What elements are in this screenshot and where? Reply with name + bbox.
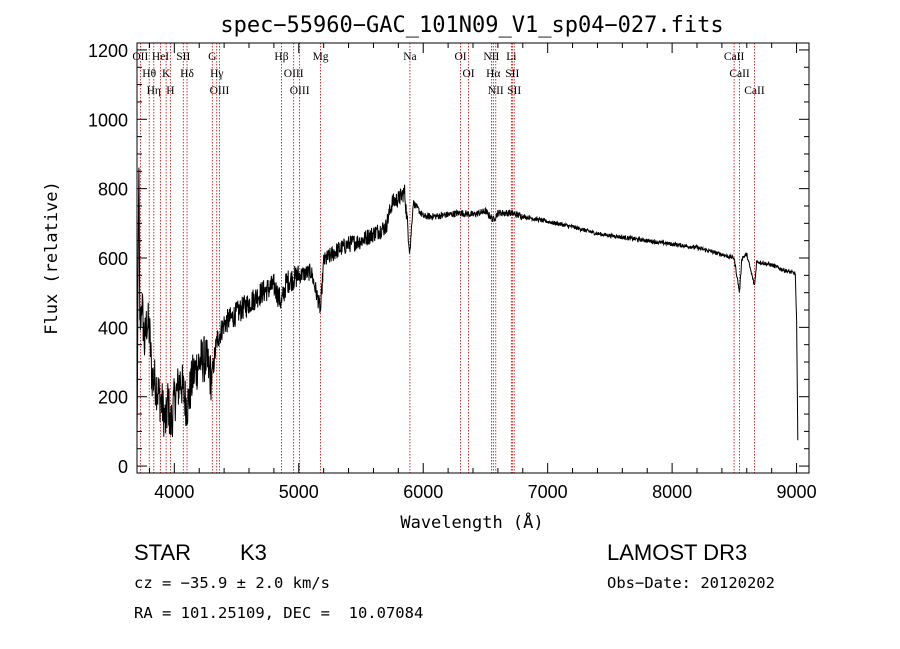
observation-date: Obs−Date: 20120202 (607, 574, 775, 592)
spectrum-line (136, 167, 799, 441)
spectral-line-label: CaII (729, 68, 750, 80)
spectral-line-labels: OII Hθ Hη HeI KH SII Hδ G Hγ OIII Hβ OIII OIII Mg Na OI… (132, 51, 765, 97)
x-tick-label: 4000 (154, 482, 194, 502)
spectral-line-label: Hθ (142, 68, 156, 80)
object-class: STAR (134, 540, 192, 565)
spectral-line-label: HeI (152, 51, 169, 63)
spectral-line-label: Hδ (180, 68, 194, 80)
spectral-line-label: NII (488, 85, 504, 97)
spectral-line-label: OIII (290, 85, 310, 97)
spectral-lines (139, 43, 755, 473)
spectral-line-label: Hβ (274, 51, 288, 63)
spectral-line-label: Hα (486, 68, 500, 80)
x-axis-ticks: 4000 5000 6000 7000 8000 9000 (148, 43, 817, 502)
plot-frame (136, 42, 810, 474)
spectral-line-label: NII (483, 51, 499, 63)
spectral-line-label: H (166, 85, 174, 97)
spectral-line-label: OIII (284, 68, 304, 80)
spectral-line-label: SII (176, 51, 190, 63)
spectral-line-label: Na (403, 51, 416, 63)
y-tick-label: 200 (98, 388, 128, 408)
coordinates: RA = 101.25109, DEC = 10.07084 (134, 604, 424, 622)
x-tick-label: 5000 (279, 482, 319, 502)
x-tick-label: 9000 (777, 482, 817, 502)
spectral-line-label: K (162, 68, 171, 80)
object-subclass: K3 (240, 540, 267, 565)
y-tick-label: 1200 (88, 41, 128, 61)
spectral-line-label: SII (505, 68, 519, 80)
spectral-line-label: Hγ (210, 68, 223, 80)
spectral-line-label: Hη (147, 85, 161, 97)
spectral-line-label: G (208, 51, 216, 63)
spectral-line-label: OI (454, 51, 466, 63)
spectral-line-label: OI (462, 68, 474, 80)
survey-name: LAMOST DR3 (607, 540, 748, 565)
chart-title: spec−55960−GAC_101N09_V1_sp04−027.fits (220, 13, 723, 38)
x-tick-label: 6000 (403, 482, 443, 502)
x-tick-label: 7000 (528, 482, 568, 502)
spectral-line-label: Mg (313, 51, 329, 63)
y-tick-label: 1000 (88, 110, 128, 130)
y-tick-label: 600 (98, 249, 128, 269)
spectral-line-label: CaII (744, 85, 765, 97)
y-axis-label: Flux (relative) (42, 181, 62, 335)
y-tick-label: 800 (98, 180, 128, 200)
y-tick-label: 0 (118, 457, 128, 477)
y-axis-ticks: 0 200 400 600 800 1000 1200 (88, 41, 809, 477)
spectral-line-label: SII (507, 85, 521, 97)
spectral-line-label: OII (132, 51, 148, 63)
y-tick-label: 400 (98, 318, 128, 338)
x-axis-label: Wavelength (Å) (400, 511, 543, 533)
spectral-line-label: OIII (210, 85, 230, 97)
spectral-line-label: Li (506, 51, 516, 63)
x-tick-label: 8000 (652, 482, 692, 502)
spectrum-series (136, 167, 799, 441)
redshift-velocity: cz = −35.9 ± 2.0 km/s (134, 574, 330, 592)
spectral-line-label: CaII (724, 51, 745, 63)
